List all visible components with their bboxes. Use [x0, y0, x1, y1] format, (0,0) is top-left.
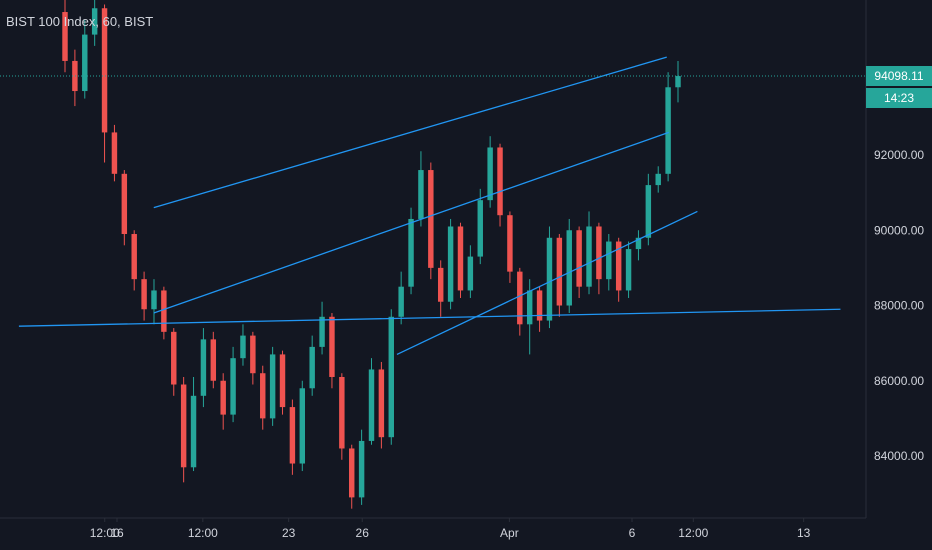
candle: [635, 230, 642, 261]
candle: [675, 60, 681, 103]
candle: [428, 162, 434, 280]
candle: [546, 226, 553, 329]
candle: [665, 72, 671, 182]
candle: [497, 143, 503, 227]
candle: [408, 207, 414, 295]
candle: [329, 313, 335, 389]
x-tick-label: 13: [797, 526, 811, 540]
x-tick-label: 6: [629, 526, 636, 540]
y-tick-label: 88000.00: [874, 299, 924, 313]
candle: [606, 234, 612, 291]
candles: [62, 0, 681, 509]
candle: [457, 222, 464, 298]
candle: [299, 380, 306, 472]
y-tick-label: 86000.00: [874, 374, 924, 388]
y-tick-label: 92000.00: [874, 148, 924, 162]
trend-line[interactable]: [18, 308, 841, 327]
candle: [220, 373, 226, 430]
x-tick-label: Apr: [500, 526, 519, 540]
candle: [398, 271, 404, 325]
candle: [586, 211, 592, 295]
candle: [91, 0, 98, 46]
candle: [358, 429, 365, 505]
candle: [72, 49, 78, 107]
candle: [190, 376, 197, 472]
x-tick-label: 16: [110, 526, 124, 540]
candle: [240, 324, 246, 366]
candle: [151, 279, 157, 325]
candle: [487, 136, 493, 208]
x-tick-label: 12:00: [678, 526, 708, 540]
candle: [536, 286, 543, 332]
candle: [171, 328, 177, 396]
candle: [260, 365, 266, 430]
x-tick-label: 23: [282, 526, 296, 540]
x-tick-label: 12:00: [90, 526, 120, 540]
candle: [319, 301, 325, 355]
candle: [161, 286, 167, 340]
candle: [368, 358, 375, 445]
candle: [121, 170, 128, 246]
grid: [0, 0, 867, 519]
candle: [200, 328, 207, 408]
candle: [556, 234, 563, 317]
candle: [82, 19, 88, 99]
candle: [378, 361, 385, 449]
trend-line[interactable]: [153, 56, 667, 209]
chart-title: BIST 100 Index, 60, BIST: [6, 14, 154, 29]
candle: [250, 331, 256, 385]
candle: [437, 260, 444, 317]
trend-lines: [18, 56, 841, 355]
trend-line[interactable]: [153, 131, 670, 314]
candle: [566, 218, 572, 314]
candle: [576, 226, 582, 298]
y-tick-label: 84000.00: [874, 449, 924, 463]
price-axis[interactable]: 84000.00 86000.00 88000.00 90000.00 92000.00: [874, 148, 924, 463]
candle: [477, 188, 483, 265]
candle: [279, 350, 286, 415]
candle: [230, 346, 236, 423]
candle: [507, 211, 513, 283]
candle: [645, 173, 652, 246]
candle: [210, 331, 217, 389]
x-tick-label: 26: [356, 526, 370, 540]
candle: [289, 399, 296, 475]
trend-line[interactable]: [396, 210, 698, 355]
candle: [111, 124, 118, 182]
candle: [269, 346, 276, 426]
candle: [467, 245, 474, 298]
candle: [339, 373, 345, 460]
candle: [517, 267, 523, 336]
candle: [131, 230, 137, 291]
candle: [418, 151, 424, 227]
candle: [349, 444, 355, 509]
last-price-label: 94098.11: [866, 66, 932, 87]
candle: [625, 241, 632, 298]
candle: [447, 218, 454, 310]
candle: [309, 335, 315, 396]
candle: [388, 309, 394, 445]
candle: [62, 0, 68, 73]
candle: [101, 4, 108, 163]
candle: [141, 271, 147, 321]
bar-countdown-label: 14:23: [866, 88, 932, 109]
candle: [655, 166, 661, 193]
y-tick-label: 90000.00: [874, 223, 924, 237]
candle: [180, 376, 187, 483]
x-tick-label: 12:00: [188, 526, 218, 540]
